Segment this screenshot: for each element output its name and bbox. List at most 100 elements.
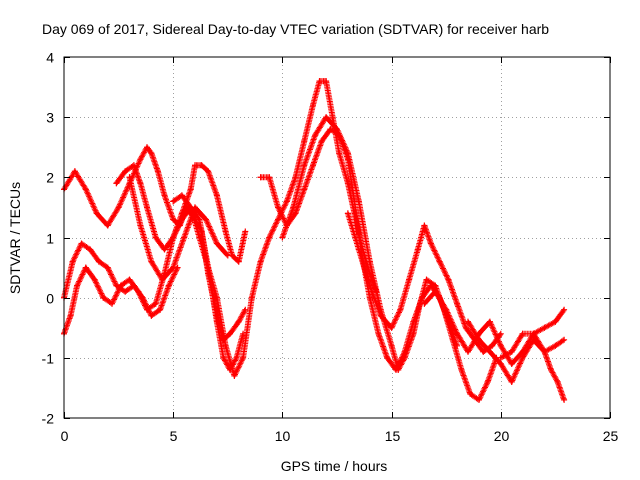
data-point bbox=[100, 294, 107, 301]
data-point bbox=[87, 246, 94, 253]
data-point bbox=[137, 222, 144, 229]
data-point bbox=[224, 252, 231, 259]
data-point bbox=[421, 222, 428, 229]
data-point bbox=[561, 306, 568, 313]
data-point bbox=[406, 276, 413, 283]
data-point bbox=[377, 312, 384, 319]
data-point bbox=[310, 102, 316, 109]
data-point bbox=[242, 306, 249, 313]
data-point bbox=[344, 210, 351, 217]
data-point bbox=[161, 192, 168, 199]
data-point bbox=[78, 240, 85, 247]
data-point bbox=[497, 360, 504, 367]
data-point bbox=[561, 336, 568, 343]
data-point bbox=[301, 138, 308, 145]
y-tick-label: -1 bbox=[42, 351, 55, 367]
data-point bbox=[93, 210, 100, 217]
data-point bbox=[449, 336, 456, 343]
x-tick-label: 15 bbox=[385, 428, 401, 444]
data-point bbox=[301, 162, 308, 169]
data-point bbox=[242, 228, 249, 235]
data-point bbox=[552, 342, 559, 349]
data-point bbox=[178, 192, 185, 199]
data-point bbox=[344, 180, 351, 187]
data-point bbox=[465, 348, 471, 355]
data-point bbox=[318, 138, 325, 145]
data-point bbox=[329, 114, 336, 121]
data-point bbox=[203, 216, 209, 223]
data-point bbox=[187, 186, 194, 193]
data-point bbox=[137, 156, 144, 163]
x-tick-label: 20 bbox=[494, 428, 510, 444]
data-point bbox=[445, 276, 452, 283]
series-sat-4 bbox=[61, 240, 181, 319]
data-point bbox=[366, 294, 373, 301]
data-point bbox=[552, 318, 559, 325]
data-point bbox=[541, 348, 548, 355]
data-point bbox=[192, 162, 198, 169]
data-point bbox=[95, 258, 102, 265]
y-tick-label: 2 bbox=[46, 170, 54, 186]
data-point bbox=[178, 216, 185, 223]
data-point bbox=[344, 150, 351, 157]
data-point bbox=[248, 294, 255, 301]
x-tick-label: 0 bbox=[61, 428, 69, 444]
x-tick-label: 5 bbox=[170, 428, 178, 444]
y-tick-label: 1 bbox=[46, 231, 54, 247]
axis-ticks: 0 5 10 15 20 25 -2 -1 0 1 2 3 4 bbox=[42, 50, 619, 445]
data-point bbox=[148, 312, 155, 319]
data-point bbox=[122, 288, 129, 295]
data-point bbox=[462, 324, 469, 331]
data-point bbox=[561, 396, 568, 403]
data-point bbox=[334, 126, 340, 133]
data-point bbox=[301, 186, 308, 193]
data-point bbox=[366, 282, 373, 289]
data-point bbox=[126, 174, 133, 181]
y-tick-label: 4 bbox=[46, 50, 54, 66]
data-point bbox=[231, 372, 238, 379]
data-point bbox=[465, 318, 471, 325]
data-point bbox=[458, 366, 465, 373]
data-point bbox=[323, 114, 330, 121]
data-point bbox=[497, 354, 504, 361]
data-point bbox=[375, 330, 382, 337]
data-point bbox=[432, 282, 439, 289]
data-point bbox=[310, 162, 316, 169]
data-point bbox=[275, 204, 281, 211]
data-point bbox=[327, 126, 334, 133]
series-sat-12 bbox=[126, 174, 231, 283]
data-point bbox=[71, 168, 78, 175]
data-point bbox=[292, 174, 299, 181]
data-point bbox=[205, 168, 212, 175]
data-point bbox=[519, 330, 526, 337]
data-point bbox=[196, 216, 203, 223]
data-point bbox=[489, 342, 496, 349]
data-point bbox=[395, 366, 402, 373]
data-point bbox=[196, 234, 203, 241]
data-point bbox=[222, 228, 229, 235]
data-point bbox=[115, 204, 122, 211]
data-point bbox=[170, 234, 177, 241]
data-point bbox=[388, 324, 395, 331]
data-point bbox=[548, 366, 554, 373]
data-point bbox=[410, 330, 417, 337]
data-point bbox=[454, 300, 461, 307]
data-point bbox=[508, 348, 515, 355]
data-point bbox=[213, 294, 220, 301]
series-sat-8 bbox=[344, 210, 504, 355]
data-point bbox=[266, 234, 273, 241]
data-point bbox=[154, 168, 161, 175]
data-point bbox=[69, 258, 76, 265]
data-point bbox=[476, 396, 482, 403]
chart-title: Day 069 of 2017, Sidereal Day-to-day VTE… bbox=[42, 21, 549, 37]
data-point bbox=[275, 216, 281, 223]
data-point bbox=[476, 336, 482, 343]
data-point bbox=[554, 378, 561, 385]
data-point bbox=[104, 264, 111, 271]
data-point bbox=[152, 234, 159, 241]
data-point bbox=[165, 282, 172, 289]
data-point bbox=[67, 312, 74, 319]
data-point bbox=[443, 306, 450, 313]
data-point bbox=[432, 288, 439, 295]
